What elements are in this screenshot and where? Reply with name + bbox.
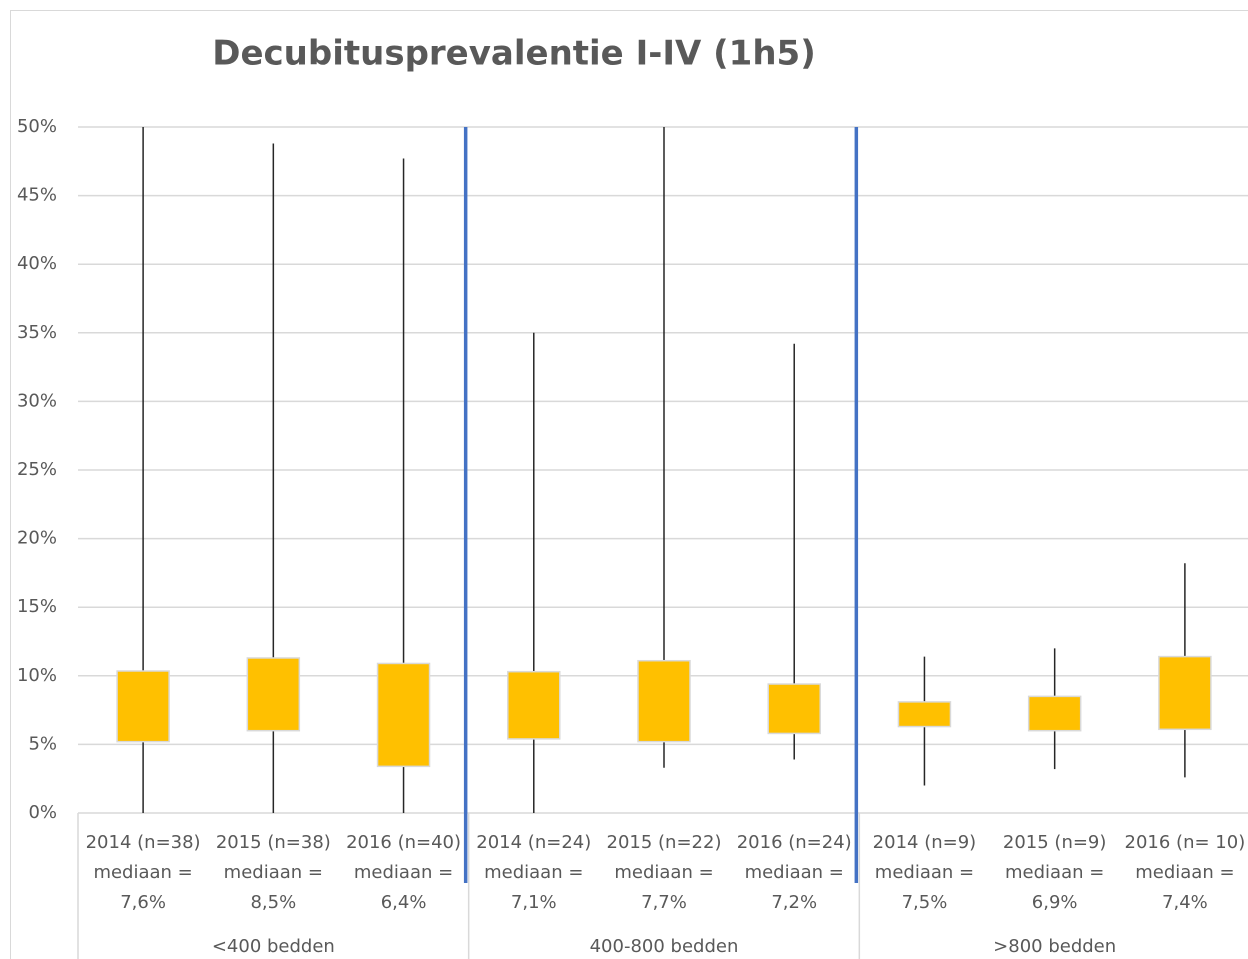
x-tick-label: 2015 (n=38) [216,832,331,853]
y-tick-label: 40% [17,253,57,274]
x-tick-label: mediaan = [1135,862,1234,883]
x-tick-label: 7,1% [511,892,557,913]
y-tick-label: 45% [17,185,57,206]
box [897,701,952,728]
box [637,659,691,743]
y-tick-label: 50% [17,116,57,137]
x-tick-label: 6,9% [1032,892,1078,913]
x-tick-label: mediaan = [354,862,453,883]
y-tick-label: 0% [28,802,57,823]
x-tick-label: mediaan = [614,862,713,883]
box [1027,695,1082,732]
x-tick-label: 2014 (n=24) [476,832,591,853]
x-tick-label: mediaan = [484,862,583,883]
x-tick-label: 7,2% [771,892,817,913]
y-tick-label: 35% [17,322,57,343]
box [767,683,821,735]
box [1158,655,1212,731]
group-label: 400-800 bedden [590,936,739,957]
chart-border [10,10,1248,959]
x-tick-label: 7,5% [902,892,948,913]
x-tick-label: 2015 (n=22) [607,832,722,853]
x-tick-label: 7,4% [1162,892,1208,913]
group-label: <400 bedden [212,936,335,957]
y-tick-label: 5% [28,733,57,754]
x-tick-label: mediaan = [1005,862,1104,883]
x-tick-label: 2016 (n=40) [346,832,461,853]
x-tick-label: mediaan = [224,862,323,883]
x-tick-label: 2015 (n=9) [1003,832,1107,853]
x-tick-label: 7,6% [120,892,166,913]
y-tick-label: 15% [17,596,57,617]
y-tick-label: 20% [17,528,57,549]
y-tick-label: 30% [17,390,57,411]
y-tick-label: 25% [17,459,57,480]
box [507,670,561,740]
x-tick-label: 2014 (n=9) [873,832,977,853]
x-tick-label: 2016 (n= 10) [1125,832,1246,853]
x-tick-label: 2016 (n=24) [737,832,852,853]
x-tick-label: mediaan = [745,862,844,883]
x-tick-label: mediaan = [875,862,974,883]
x-tick-label: 7,7% [641,892,687,913]
chart-title: Decubitusprevalentie I-IV (1h5) [212,34,815,74]
x-tick-label: 8,5% [250,892,296,913]
y-tick-label: 10% [17,665,57,686]
box [376,662,431,768]
group-label: >800 bedden [993,936,1116,957]
box [246,657,301,732]
box [116,670,170,743]
x-tick-label: mediaan = [93,862,192,883]
x-tick-label: 6,4% [381,892,427,913]
x-tick-label: 2014 (n=38) [86,832,201,853]
